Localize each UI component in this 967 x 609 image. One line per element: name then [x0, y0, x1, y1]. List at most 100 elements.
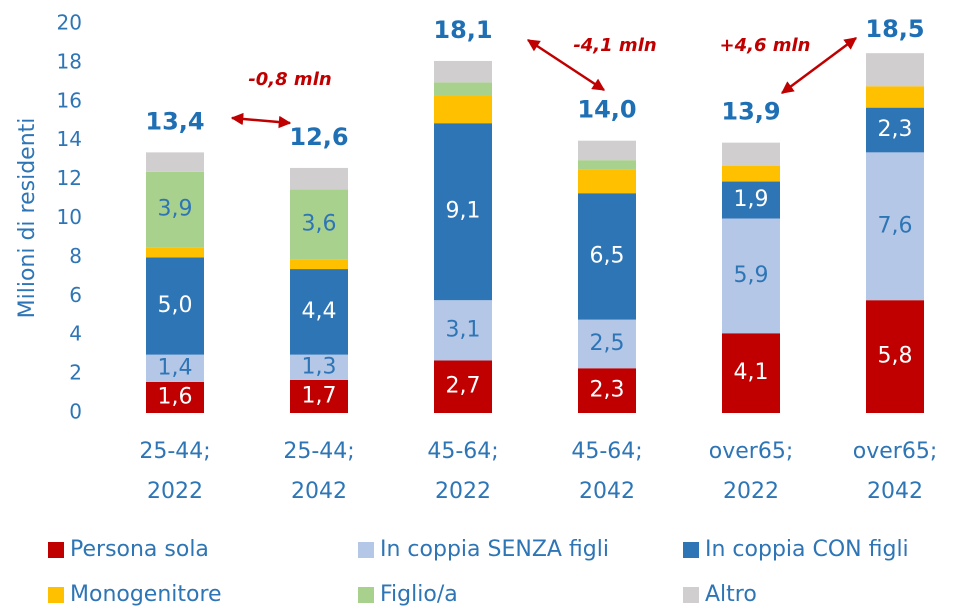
- bar-segment: [290, 259, 348, 270]
- x-tick-label: 45-64;: [427, 439, 498, 464]
- data-label: 1,6: [158, 384, 193, 409]
- bar-segment: [146, 257, 204, 355]
- data-label: 2,3: [590, 378, 625, 403]
- legend-swatch: [683, 587, 699, 603]
- x-tick-label: 2042: [867, 479, 923, 504]
- bar-segment: [578, 160, 636, 170]
- y-axis-title: Milioni di residenti: [15, 118, 40, 319]
- x-tick-label: 25-44;: [283, 439, 354, 464]
- data-label: 1,4: [158, 355, 193, 380]
- bar-segment: [866, 86, 924, 108]
- x-tick-label: over65;: [853, 439, 937, 464]
- data-label: 5,8: [878, 344, 913, 369]
- bar-segment: [290, 354, 348, 380]
- y-tick-label: 16: [57, 88, 82, 112]
- bar-segment: [290, 189, 348, 260]
- x-tick-label: 2022: [435, 479, 491, 504]
- y-tick-label: 10: [57, 205, 82, 229]
- bar-segment: [434, 123, 492, 301]
- annotation: -4,1 mln: [573, 35, 656, 56]
- legend-label: Figlio/a: [380, 582, 458, 607]
- y-tick-label: 8: [69, 244, 82, 268]
- data-label: 1,7: [302, 383, 337, 408]
- bar-segment: [146, 247, 204, 258]
- bar-segment: [578, 319, 636, 369]
- y-tick-label: 6: [69, 283, 82, 307]
- x-tick-label: 45-64;: [571, 439, 642, 464]
- legend-swatch: [48, 587, 64, 603]
- bar-segment: [146, 171, 204, 248]
- data-label: 1,3: [302, 354, 337, 379]
- legend-label: Monogenitore: [70, 582, 222, 607]
- x-tick-label: over65;: [709, 439, 793, 464]
- data-label: 2,3: [878, 117, 913, 142]
- bar-segment: [434, 82, 492, 96]
- bar-segment: [866, 53, 924, 87]
- bar-segment: [290, 167, 348, 190]
- total-label: 13,4: [145, 107, 204, 135]
- total-label: 12,6: [289, 123, 348, 151]
- legend-label: In coppia CON figli: [705, 537, 909, 562]
- bar-segment: [434, 360, 492, 413]
- y-tick-label: 12: [57, 166, 82, 190]
- bar-segment: [866, 107, 924, 153]
- bar-segment: [578, 169, 636, 194]
- data-label: 5,9: [734, 263, 769, 288]
- data-label: 4,1: [734, 360, 769, 385]
- data-label: 3,6: [302, 211, 337, 236]
- y-tick-label: 0: [69, 400, 82, 424]
- data-label: 3,9: [158, 197, 193, 222]
- data-label: 9,1: [446, 199, 481, 224]
- bar-segment: [434, 95, 492, 124]
- x-tick-label: 25-44;: [139, 439, 210, 464]
- data-label: 6,5: [590, 243, 625, 268]
- legend-label: Persona sola: [70, 537, 209, 562]
- legend-label: In coppia SENZA figli: [380, 537, 609, 562]
- x-tick-label: 2042: [579, 479, 635, 504]
- y-tick-label: 18: [57, 49, 82, 73]
- legend-label: Altro: [705, 582, 757, 607]
- legend-swatch: [358, 542, 374, 558]
- bar-segment: [722, 218, 780, 334]
- y-tick-label: 14: [57, 127, 82, 151]
- x-tick-label: 2022: [147, 479, 203, 504]
- legend-swatch: [683, 542, 699, 558]
- x-tick-label: 2022: [723, 479, 779, 504]
- data-label: 2,7: [446, 374, 481, 399]
- bar-segment: [578, 368, 636, 413]
- y-tick-label: 4: [69, 322, 82, 346]
- data-label: 2,5: [590, 331, 625, 356]
- bar-segment: [146, 381, 204, 413]
- y-tick-label: 20: [57, 11, 82, 35]
- annotation: +4,6 mln: [720, 35, 811, 56]
- bar-segment: [722, 333, 780, 413]
- arrow: [526, 38, 606, 92]
- legend-swatch: [358, 587, 374, 603]
- total-label: 18,1: [433, 16, 492, 44]
- bar-segment: [290, 269, 348, 355]
- data-label: 7,6: [878, 213, 913, 238]
- bar-segment: [146, 354, 204, 382]
- bar-segment: [866, 300, 924, 413]
- bar-segment: [578, 140, 636, 161]
- bar-segment: [722, 181, 780, 219]
- total-label: 14,0: [577, 96, 636, 124]
- x-tick-label: 2042: [291, 479, 347, 504]
- bar-segment: [146, 152, 204, 172]
- data-label: 3,1: [446, 317, 481, 342]
- bar-segment: [290, 379, 348, 413]
- data-label: 4,4: [302, 299, 337, 324]
- arrow: [230, 112, 292, 129]
- arrow: [780, 36, 858, 95]
- bar-segment: [434, 60, 492, 83]
- annotation: -0,8 mln: [248, 69, 331, 90]
- legend-swatch: [48, 542, 64, 558]
- data-label: 1,9: [734, 187, 769, 212]
- total-label: 18,5: [865, 15, 924, 43]
- y-tick-label: 2: [69, 361, 82, 385]
- total-label: 13,9: [721, 98, 780, 126]
- bar-segment: [722, 165, 780, 182]
- data-label: 5,0: [158, 293, 193, 318]
- bar-segment: [866, 152, 924, 301]
